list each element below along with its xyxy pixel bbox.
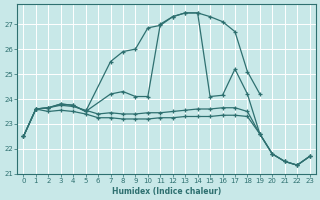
X-axis label: Humidex (Indice chaleur): Humidex (Indice chaleur): [112, 187, 221, 196]
